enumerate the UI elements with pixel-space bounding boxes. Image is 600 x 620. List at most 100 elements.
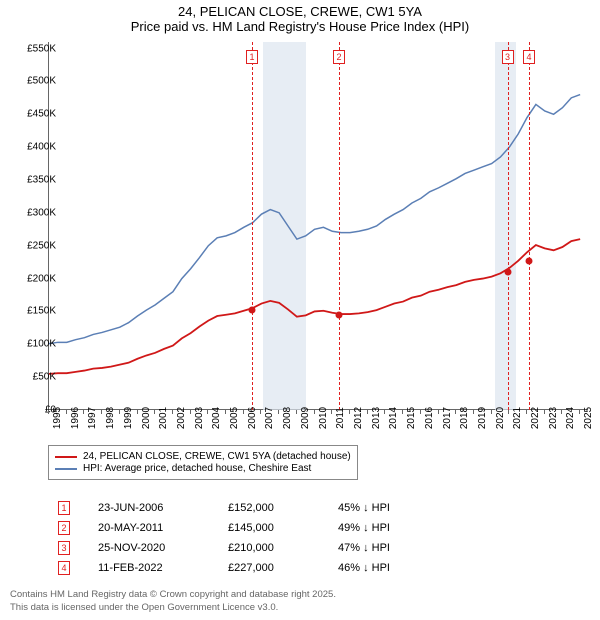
x-tick-label: 2004: [211, 407, 222, 429]
x-tick-mark: [83, 410, 84, 414]
x-tick-label: 2013: [371, 407, 382, 429]
sales-date: 23-JUN-2006: [98, 502, 228, 514]
sales-hpi: 49% ↓ HPI: [338, 522, 448, 534]
y-tick-label: £450K: [8, 109, 56, 120]
x-tick-label: 2012: [353, 407, 364, 429]
x-tick-label: 2024: [565, 407, 576, 429]
y-tick-label: £400K: [8, 142, 56, 153]
x-tick-label: 2018: [459, 407, 470, 429]
event-line: [529, 42, 530, 410]
x-tick-mark: [137, 410, 138, 414]
sales-row: 411-FEB-2022£227,00046% ↓ HPI: [58, 558, 448, 578]
x-tick-mark: [296, 410, 297, 414]
x-tick-mark: [260, 410, 261, 414]
x-tick-mark: [225, 410, 226, 414]
x-tick-mark: [101, 410, 102, 414]
x-tick-label: 2019: [477, 407, 488, 429]
x-tick-label: 2020: [495, 407, 506, 429]
sales-price: £227,000: [228, 562, 338, 574]
x-tick-label: 2005: [229, 407, 240, 429]
x-tick-label: 2023: [548, 407, 559, 429]
sales-row-id: 4: [58, 561, 70, 575]
title-subtitle: Price paid vs. HM Land Registry's House …: [0, 19, 600, 34]
sale-point: [249, 307, 256, 314]
x-tick-mark: [66, 410, 67, 414]
event-line: [252, 42, 253, 410]
x-tick-label: 2017: [442, 407, 453, 429]
x-tick-mark: [331, 410, 332, 414]
x-tick-label: 2015: [406, 407, 417, 429]
x-tick-mark: [491, 410, 492, 414]
x-tick-label: 2008: [282, 407, 293, 429]
x-tick-mark: [367, 410, 368, 414]
event-line: [339, 42, 340, 410]
sales-hpi: 46% ↓ HPI: [338, 562, 448, 574]
x-tick-mark: [526, 410, 527, 414]
x-tick-label: 1995: [52, 407, 63, 429]
sale-point: [504, 269, 511, 276]
legend-label: HPI: Average price, detached house, Ches…: [83, 463, 311, 474]
x-tick-mark: [154, 410, 155, 414]
event-line: [508, 42, 509, 410]
x-tick-mark: [544, 410, 545, 414]
y-tick-label: £300K: [8, 207, 56, 218]
event-marker: 1: [246, 50, 258, 64]
x-tick-label: 2006: [247, 407, 258, 429]
x-tick-label: 2014: [388, 407, 399, 429]
x-tick-label: 2022: [530, 407, 541, 429]
x-tick-mark: [119, 410, 120, 414]
legend-swatch: [55, 456, 77, 458]
y-tick-label: £100K: [8, 339, 56, 350]
x-tick-mark: [508, 410, 509, 414]
series-property: [49, 239, 580, 374]
title-block: 24, PELICAN CLOSE, CREWE, CW1 5YA Price …: [0, 0, 600, 34]
sales-row: 325-NOV-2020£210,00047% ↓ HPI: [58, 538, 448, 558]
x-tick-mark: [314, 410, 315, 414]
y-tick-label: £550K: [8, 43, 56, 54]
y-tick-label: £500K: [8, 76, 56, 87]
sales-row: 2 20-MAY-2011£145,00049% ↓ HPI: [58, 518, 448, 538]
sales-hpi: 45% ↓ HPI: [338, 502, 448, 514]
x-tick-mark: [579, 410, 580, 414]
footer-line2: This data is licensed under the Open Gov…: [10, 602, 336, 614]
sale-point: [336, 311, 343, 318]
sales-price: £152,000: [228, 502, 338, 514]
sales-row-id: 2: [58, 521, 70, 535]
y-tick-label: £250K: [8, 240, 56, 251]
x-tick-label: 1998: [105, 407, 116, 429]
x-tick-label: 2016: [424, 407, 435, 429]
y-tick-label: £350K: [8, 175, 56, 186]
sales-date: 20-MAY-2011: [98, 522, 228, 534]
legend-swatch: [55, 468, 77, 470]
x-tick-label: 2000: [141, 407, 152, 429]
x-tick-label: 2003: [194, 407, 205, 429]
x-tick-mark: [190, 410, 191, 414]
x-tick-mark: [420, 410, 421, 414]
legend-item: HPI: Average price, detached house, Ches…: [55, 463, 351, 474]
event-marker: 2: [333, 50, 345, 64]
footer-attribution: Contains HM Land Registry data © Crown c…: [10, 589, 336, 614]
x-tick-mark: [278, 410, 279, 414]
title-address: 24, PELICAN CLOSE, CREWE, CW1 5YA: [0, 4, 600, 19]
x-tick-mark: [349, 410, 350, 414]
x-tick-mark: [172, 410, 173, 414]
x-tick-mark: [402, 410, 403, 414]
x-tick-label: 2001: [158, 407, 169, 429]
legend-item: 24, PELICAN CLOSE, CREWE, CW1 5YA (detac…: [55, 451, 351, 462]
x-tick-mark: [207, 410, 208, 414]
event-marker: 3: [502, 50, 514, 64]
y-tick-label: £50K: [8, 372, 56, 383]
sales-hpi: 47% ↓ HPI: [338, 542, 448, 554]
chart-container: 24, PELICAN CLOSE, CREWE, CW1 5YA Price …: [0, 0, 600, 620]
x-tick-label: 1997: [87, 407, 98, 429]
sales-price: £145,000: [228, 522, 338, 534]
sales-row-id: 3: [58, 541, 70, 555]
legend-label: 24, PELICAN CLOSE, CREWE, CW1 5YA (detac…: [83, 451, 351, 462]
sales-row-id: 1: [58, 501, 70, 515]
x-tick-mark: [438, 410, 439, 414]
x-tick-label: 2007: [264, 407, 275, 429]
legend: 24, PELICAN CLOSE, CREWE, CW1 5YA (detac…: [48, 445, 358, 480]
x-tick-label: 2011: [335, 407, 346, 429]
y-tick-label: £200K: [8, 273, 56, 284]
x-tick-mark: [561, 410, 562, 414]
